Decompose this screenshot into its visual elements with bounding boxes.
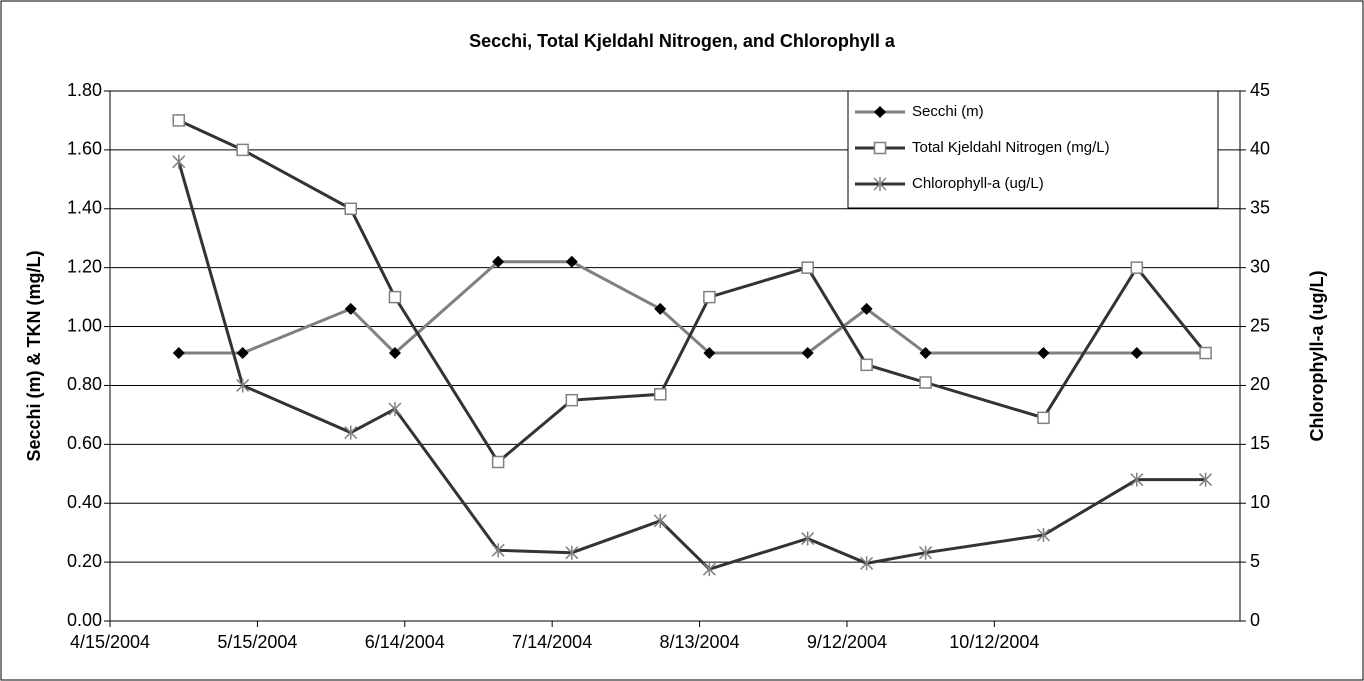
marker [860,556,874,571]
marker [703,347,716,360]
marker [860,358,873,372]
x-tick-label: 7/14/2004 [512,632,592,652]
marker [703,290,716,304]
y2-tick-label: 35 [1250,198,1270,218]
y-tick-label: 0.80 [67,374,102,394]
legend-label: Secchi (m) [912,103,984,120]
y-tick-label: 1.20 [67,256,102,276]
marker [1199,346,1212,360]
marker [874,106,886,118]
marker [344,202,357,216]
marker [801,261,814,274]
legend-label: Chlorophyll-a (ug/L) [912,175,1044,192]
marker [1130,472,1144,487]
marker [565,393,579,407]
marker [1036,528,1051,543]
y2-tick-label: 15 [1250,433,1270,453]
marker [172,114,186,127]
marker [172,154,186,169]
y2-tick-label: 10 [1250,492,1270,512]
marker [491,455,505,469]
marker [388,347,401,360]
y-tick-label: 0.20 [67,551,102,571]
marker [1037,347,1050,360]
x-tick-label: 5/15/2004 [217,632,297,652]
y-axis-title: Secchi (m) & TKN (mg/L) [24,250,44,461]
x-tick-label: 6/14/2004 [365,632,445,652]
y-tick-label: 1.80 [67,80,102,100]
marker [388,402,402,416]
series-line [178,119,1207,465]
marker [236,347,249,360]
marker [919,545,933,560]
marker [873,177,887,191]
series-line [177,161,1206,571]
marker [388,290,402,304]
marker [565,545,579,560]
x-tick-label: 10/12/2004 [949,632,1039,652]
marker [873,141,887,155]
marker [172,347,185,360]
chart-title: Secchi, Total Kjeldahl Nitrogen, and Chl… [469,31,896,51]
marker [801,531,815,546]
y2-tick-label: 40 [1250,139,1270,159]
y2-tick-label: 30 [1250,256,1270,276]
marker [491,543,505,558]
x-tick-label: 9/12/2004 [807,632,887,652]
y-tick-label: 0.40 [67,492,102,512]
marker [236,378,250,393]
y-tick-label: 1.00 [67,315,102,335]
y-tick-label: 1.60 [67,139,102,159]
marker [236,143,249,157]
legend-label: Total Kjeldahl Nitrogen (mg/L) [912,139,1110,156]
legend: Secchi (m) Total Kjeldahl Nitrogen (mg/L)… [847,90,1219,209]
y2-tick-label: 25 [1250,315,1270,335]
marker [565,255,578,268]
y-tick-label: 0.60 [67,433,102,453]
marker [344,302,357,315]
legend-box [847,90,1219,209]
marker [860,302,873,315]
marker [653,513,667,528]
y2-tick-label: 45 [1250,80,1270,100]
x-tick-label: 4/15/2004 [70,632,150,652]
marker [919,376,932,389]
marker [1199,472,1213,487]
y-tick-label: 1.40 [67,198,102,218]
marker [1130,347,1143,360]
marker [492,255,505,268]
y2-tick-label: 5 [1250,551,1260,571]
y2-axis-title: Chlorophyll-a (ug/L) [1307,271,1327,442]
marker [344,425,358,440]
y2-tick-label: 20 [1250,374,1270,394]
marker [919,347,932,360]
y2-tick-label: 0 [1250,610,1260,630]
x-tick-label: 8/13/2004 [660,632,740,652]
marker [702,562,716,577]
series-line [178,260,1206,356]
marker [1130,261,1144,274]
marker [801,347,814,360]
marker [654,302,667,315]
marker [1037,411,1050,425]
y-tick-label: 0.00 [67,610,102,630]
marker [654,388,667,401]
